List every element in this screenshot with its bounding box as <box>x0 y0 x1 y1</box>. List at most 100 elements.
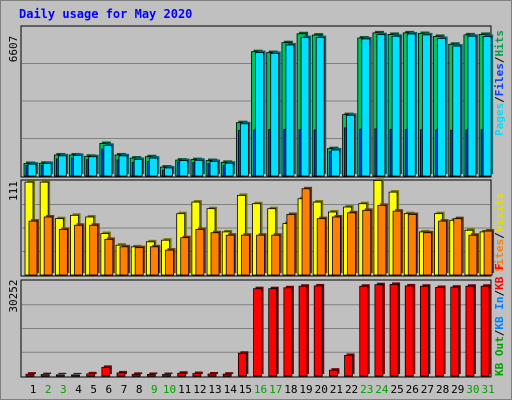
kbytes-panel: 30252 KB Out/KB In/KB F <box>7 263 506 378</box>
sites-bar <box>43 216 53 276</box>
kbf-bar <box>298 285 308 377</box>
kbf-bar <box>480 285 490 377</box>
sites-bar <box>28 220 38 276</box>
pages-bar <box>133 159 143 177</box>
pages-bar <box>270 53 280 177</box>
kbf-bar-shadow <box>194 371 203 374</box>
sites-bar <box>180 237 190 276</box>
kbf-bar <box>359 285 369 377</box>
visits-ymax-label: 111 <box>7 181 20 201</box>
kbf-bar <box>344 355 353 377</box>
pages-bar <box>179 160 189 177</box>
sites-bar <box>149 246 159 276</box>
sites-bar <box>225 234 235 276</box>
pages-bar <box>361 38 371 177</box>
legend-sep-2: / <box>493 56 506 63</box>
kbf-bar <box>207 373 217 377</box>
sites-bar <box>468 234 478 276</box>
kbf-bar <box>374 284 384 377</box>
kbf-bar-shadow <box>134 372 143 374</box>
day-label: 25 <box>390 383 403 396</box>
legend-files: Files <box>493 63 506 96</box>
sites-bar <box>331 216 341 276</box>
pages-bar <box>300 37 310 177</box>
kbf-bar <box>253 288 262 377</box>
sites-bar <box>210 232 220 276</box>
sites-bar <box>240 234 250 276</box>
day-label: 27 <box>421 383 434 396</box>
day-label: 23 <box>360 383 373 396</box>
sites-bar <box>58 229 68 276</box>
pages-bar <box>209 161 219 177</box>
hits-ymax-label: 6607 <box>7 36 20 63</box>
day-label: 15 <box>239 383 252 396</box>
day-label: 16 <box>254 383 267 396</box>
kbytes-ymax-label: 30252 <box>7 279 20 312</box>
kbf-bar-shadow <box>88 371 97 374</box>
day-label: 18 <box>284 383 297 396</box>
legend-kbf: KB F <box>493 263 506 290</box>
day-label: 4 <box>75 383 82 396</box>
legend-sites: Sites <box>493 239 506 272</box>
day-label: 11 <box>178 383 191 396</box>
sites-bar <box>423 232 432 276</box>
kbf-bar-shadow <box>43 372 52 374</box>
pages-bar <box>255 52 264 177</box>
day-label: 9 <box>151 383 158 396</box>
day-label: 8 <box>136 383 143 396</box>
kbf-bar <box>131 373 141 377</box>
pages-bar <box>452 45 462 177</box>
day-label: 26 <box>406 383 419 396</box>
chart-title: Daily usage for May 2020 <box>19 7 192 21</box>
pages-bar <box>406 33 416 177</box>
day-label: 12 <box>193 383 206 396</box>
sites-bar <box>74 224 83 276</box>
pages-bar <box>376 34 386 177</box>
sites-bar <box>195 229 205 276</box>
kbf-bar <box>237 352 247 377</box>
kbf-bar <box>40 374 50 377</box>
kbf-bar <box>435 287 444 377</box>
visits-bars <box>24 178 495 276</box>
pages-bar <box>194 159 204 177</box>
hits-right-legend: Pages/Files/Hits <box>493 30 506 136</box>
hits-panel: 6607 Pages/Files/Hits <box>7 25 506 178</box>
day-label: 21 <box>330 383 343 396</box>
kbf-bar <box>177 372 187 377</box>
legend-sep-4: / <box>493 329 506 336</box>
kbf-bar <box>101 366 111 377</box>
kbf-bar-shadow <box>164 372 173 374</box>
kbf-bar-shadow <box>149 372 158 374</box>
kbf-bar <box>222 373 232 377</box>
day-label: 2 <box>45 383 52 396</box>
day-label: 22 <box>345 383 358 396</box>
kbf-bar <box>146 374 156 377</box>
kbf-bar <box>283 287 293 377</box>
sites-bar <box>438 220 447 276</box>
kbf-bar <box>86 373 96 377</box>
kbf-bar <box>328 369 338 377</box>
kbytes-right-legend: KB Out/KB In/KB F <box>493 263 506 376</box>
sites-bar <box>89 224 99 276</box>
day-label: 28 <box>436 383 449 396</box>
kbf-bar <box>465 285 475 377</box>
sites-bar <box>377 204 387 276</box>
sites-bar <box>347 212 356 276</box>
day-label: 17 <box>269 383 282 396</box>
pages-bar <box>224 162 234 177</box>
legend-kbin: KB In <box>493 297 506 330</box>
legend-visits: Visits <box>493 193 506 233</box>
day-label: 6 <box>106 383 113 396</box>
day-label: 19 <box>299 383 312 396</box>
pages-bar <box>164 167 173 177</box>
sites-bar <box>104 238 114 276</box>
sites-bar <box>271 234 281 276</box>
pages-bar <box>315 37 325 177</box>
legend-sep-3: / <box>493 232 506 239</box>
legend-sep-1: / <box>493 96 506 103</box>
day-label: 1 <box>30 383 37 396</box>
legend-pages: Pages <box>493 103 506 136</box>
kbf-bar <box>404 285 414 377</box>
pages-bar <box>422 34 431 177</box>
